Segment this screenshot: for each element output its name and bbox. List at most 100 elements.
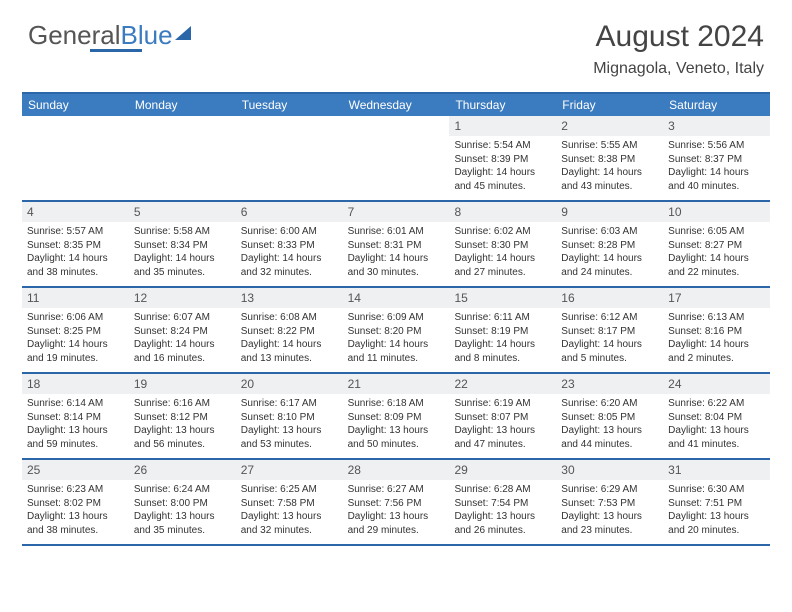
sunrise-text: Sunrise: 5:57 AM [27, 225, 124, 239]
sunrise-text: Sunrise: 5:58 AM [134, 225, 231, 239]
day-body: Sunrise: 5:54 AMSunset: 8:39 PMDaylight:… [449, 136, 556, 198]
day-body: Sunrise: 6:19 AMSunset: 8:07 PMDaylight:… [449, 394, 556, 456]
day-body: Sunrise: 5:55 AMSunset: 8:38 PMDaylight:… [556, 136, 663, 198]
sunrise-text: Sunrise: 6:08 AM [241, 311, 338, 325]
sunset-text: Sunset: 8:16 PM [668, 325, 765, 339]
day-body: Sunrise: 6:27 AMSunset: 7:56 PMDaylight:… [343, 480, 450, 542]
day-body: Sunrise: 6:16 AMSunset: 8:12 PMDaylight:… [129, 394, 236, 456]
calendar-cell: 23Sunrise: 6:20 AMSunset: 8:05 PMDayligh… [556, 374, 663, 458]
day-number: 21 [343, 374, 450, 394]
calendar-cell: 2Sunrise: 5:55 AMSunset: 8:38 PMDaylight… [556, 116, 663, 200]
daylight-text: Daylight: 14 hours and 45 minutes. [454, 166, 551, 193]
sunset-text: Sunset: 8:19 PM [454, 325, 551, 339]
day-body: Sunrise: 5:56 AMSunset: 8:37 PMDaylight:… [663, 136, 770, 198]
sunset-text: Sunset: 8:33 PM [241, 239, 338, 253]
sunrise-text: Sunrise: 6:30 AM [668, 483, 765, 497]
daylight-text: Daylight: 14 hours and 40 minutes. [668, 166, 765, 193]
calendar-cell: 7Sunrise: 6:01 AMSunset: 8:31 PMDaylight… [343, 202, 450, 286]
sunrise-text: Sunrise: 5:54 AM [454, 139, 551, 153]
day-body: Sunrise: 6:09 AMSunset: 8:20 PMDaylight:… [343, 308, 450, 370]
daylight-text: Daylight: 13 hours and 38 minutes. [27, 510, 124, 537]
sunset-text: Sunset: 8:05 PM [561, 411, 658, 425]
daylight-text: Daylight: 13 hours and 44 minutes. [561, 424, 658, 451]
daylight-text: Daylight: 13 hours and 50 minutes. [348, 424, 445, 451]
calendar-cell: 17Sunrise: 6:13 AMSunset: 8:16 PMDayligh… [663, 288, 770, 372]
daylight-text: Daylight: 13 hours and 53 minutes. [241, 424, 338, 451]
calendar-cell: 31Sunrise: 6:30 AMSunset: 7:51 PMDayligh… [663, 460, 770, 544]
calendar-cell: 5Sunrise: 5:58 AMSunset: 8:34 PMDaylight… [129, 202, 236, 286]
day-number: 25 [22, 460, 129, 480]
calendar-cell: 18Sunrise: 6:14 AMSunset: 8:14 PMDayligh… [22, 374, 129, 458]
sunset-text: Sunset: 8:30 PM [454, 239, 551, 253]
day-body: Sunrise: 6:30 AMSunset: 7:51 PMDaylight:… [663, 480, 770, 542]
calendar-cell: 8Sunrise: 6:02 AMSunset: 8:30 PMDaylight… [449, 202, 556, 286]
daylight-text: Daylight: 14 hours and 22 minutes. [668, 252, 765, 279]
day-number: 12 [129, 288, 236, 308]
daylight-text: Daylight: 13 hours and 35 minutes. [134, 510, 231, 537]
sunset-text: Sunset: 8:20 PM [348, 325, 445, 339]
calendar-cell: 9Sunrise: 6:03 AMSunset: 8:28 PMDaylight… [556, 202, 663, 286]
day-body: Sunrise: 6:05 AMSunset: 8:27 PMDaylight:… [663, 222, 770, 284]
sunrise-text: Sunrise: 6:19 AM [454, 397, 551, 411]
day-body: Sunrise: 6:02 AMSunset: 8:30 PMDaylight:… [449, 222, 556, 284]
sunrise-text: Sunrise: 6:06 AM [27, 311, 124, 325]
logo: GeneralBlue [28, 20, 191, 52]
sunrise-text: Sunrise: 6:13 AM [668, 311, 765, 325]
day-number: 14 [343, 288, 450, 308]
sunrise-text: Sunrise: 6:00 AM [241, 225, 338, 239]
day-number: 18 [22, 374, 129, 394]
day-number: 29 [449, 460, 556, 480]
sunset-text: Sunset: 8:02 PM [27, 497, 124, 511]
sunrise-text: Sunrise: 6:18 AM [348, 397, 445, 411]
day-body: Sunrise: 6:18 AMSunset: 8:09 PMDaylight:… [343, 394, 450, 456]
day-number: 30 [556, 460, 663, 480]
sunset-text: Sunset: 8:38 PM [561, 153, 658, 167]
sunset-text: Sunset: 8:31 PM [348, 239, 445, 253]
day-body: Sunrise: 6:13 AMSunset: 8:16 PMDaylight:… [663, 308, 770, 370]
daylight-text: Daylight: 14 hours and 11 minutes. [348, 338, 445, 365]
daylight-text: Daylight: 14 hours and 38 minutes. [27, 252, 124, 279]
sunrise-text: Sunrise: 5:55 AM [561, 139, 658, 153]
calendar-cell: 20Sunrise: 6:17 AMSunset: 8:10 PMDayligh… [236, 374, 343, 458]
calendar-cell: 4Sunrise: 5:57 AMSunset: 8:35 PMDaylight… [22, 202, 129, 286]
day-number: 5 [129, 202, 236, 222]
day-body: Sunrise: 6:01 AMSunset: 8:31 PMDaylight:… [343, 222, 450, 284]
daylight-text: Daylight: 13 hours and 32 minutes. [241, 510, 338, 537]
day-number: 26 [129, 460, 236, 480]
sunrise-text: Sunrise: 6:22 AM [668, 397, 765, 411]
calendar-cell: 1Sunrise: 5:54 AMSunset: 8:39 PMDaylight… [449, 116, 556, 200]
day-of-week-header: Thursday [449, 94, 556, 116]
day-of-week-row: SundayMondayTuesdayWednesdayThursdayFrid… [22, 94, 770, 116]
day-body: Sunrise: 6:23 AMSunset: 8:02 PMDaylight:… [22, 480, 129, 542]
daylight-text: Daylight: 13 hours and 20 minutes. [668, 510, 765, 537]
day-number: 2 [556, 116, 663, 136]
day-body: Sunrise: 6:25 AMSunset: 7:58 PMDaylight:… [236, 480, 343, 542]
calendar-cell: 12Sunrise: 6:07 AMSunset: 8:24 PMDayligh… [129, 288, 236, 372]
daylight-text: Daylight: 13 hours and 41 minutes. [668, 424, 765, 451]
sunrise-text: Sunrise: 5:56 AM [668, 139, 765, 153]
calendar-cell: 30Sunrise: 6:29 AMSunset: 7:53 PMDayligh… [556, 460, 663, 544]
daylight-text: Daylight: 14 hours and 27 minutes. [454, 252, 551, 279]
calendar-cell: 27Sunrise: 6:25 AMSunset: 7:58 PMDayligh… [236, 460, 343, 544]
calendar-cell: 19Sunrise: 6:16 AMSunset: 8:12 PMDayligh… [129, 374, 236, 458]
daylight-text: Daylight: 14 hours and 35 minutes. [134, 252, 231, 279]
sunset-text: Sunset: 7:54 PM [454, 497, 551, 511]
day-number: 22 [449, 374, 556, 394]
daylight-text: Daylight: 14 hours and 24 minutes. [561, 252, 658, 279]
sunrise-text: Sunrise: 6:29 AM [561, 483, 658, 497]
calendar-cell: 13Sunrise: 6:08 AMSunset: 8:22 PMDayligh… [236, 288, 343, 372]
day-number: 20 [236, 374, 343, 394]
day-body: Sunrise: 6:08 AMSunset: 8:22 PMDaylight:… [236, 308, 343, 370]
calendar-cell: 3Sunrise: 5:56 AMSunset: 8:37 PMDaylight… [663, 116, 770, 200]
daylight-text: Daylight: 13 hours and 23 minutes. [561, 510, 658, 537]
logo-text-2: Blue [121, 20, 173, 51]
sunset-text: Sunset: 8:00 PM [134, 497, 231, 511]
sunrise-text: Sunrise: 6:02 AM [454, 225, 551, 239]
daylight-text: Daylight: 13 hours and 59 minutes. [27, 424, 124, 451]
sunrise-text: Sunrise: 6:16 AM [134, 397, 231, 411]
sunset-text: Sunset: 7:51 PM [668, 497, 765, 511]
calendar-cell: 24Sunrise: 6:22 AMSunset: 8:04 PMDayligh… [663, 374, 770, 458]
sunset-text: Sunset: 7:58 PM [241, 497, 338, 511]
day-number: 10 [663, 202, 770, 222]
day-body: Sunrise: 6:20 AMSunset: 8:05 PMDaylight:… [556, 394, 663, 456]
